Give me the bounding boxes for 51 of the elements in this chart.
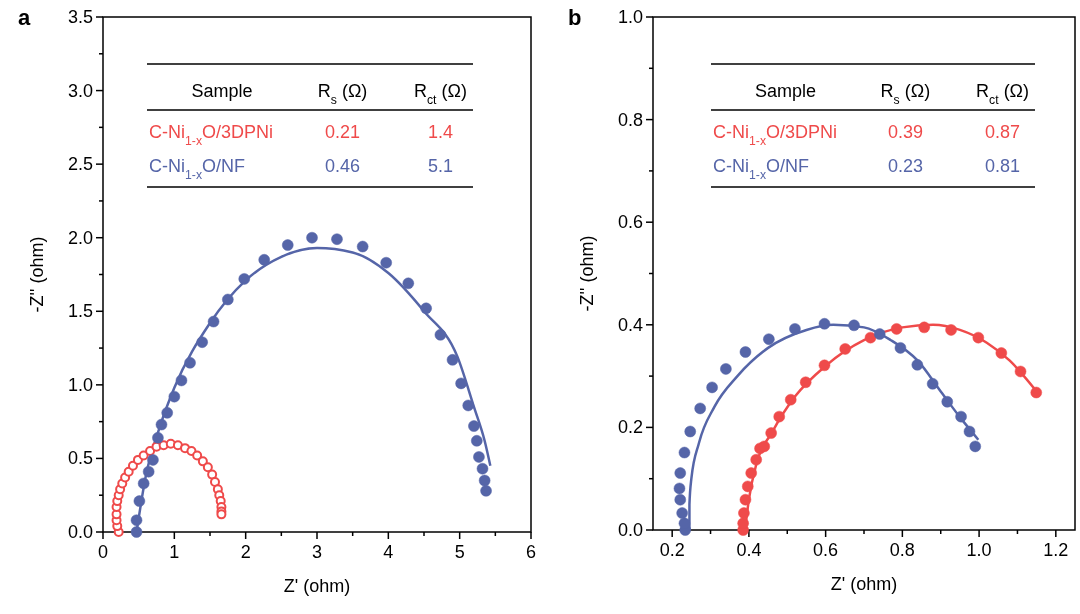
annotation: 0.81 (985, 156, 1021, 176)
y-tick-label: 0.6 (617, 212, 643, 233)
x-tick-label: 0.4 (736, 540, 762, 560)
annotation: R$_{s}$ (Ω) (317, 81, 368, 107)
y-tick-label: 0.2 (617, 417, 643, 438)
x-tick-label: 6 (525, 542, 537, 562)
chart-title: a (18, 5, 31, 30)
y-tick-label: 1.0 (617, 7, 643, 27)
annotation: Sample (191, 81, 253, 101)
y-tick-label: 0.4 (617, 314, 643, 335)
x-tick-label: 1 (169, 542, 180, 562)
x-tick-label: 1.0 (966, 540, 992, 560)
y-tick-label: 0.8 (617, 109, 643, 130)
y-tick-label: 3.5 (67, 7, 93, 27)
x-tick-label: 1.2 (1043, 540, 1069, 560)
annotation: 5.1 (427, 156, 453, 176)
y-axis-title: -Z'' (ohm) (27, 236, 47, 313)
annotation: 1.4 (427, 122, 453, 142)
y-tick-label: 0.0 (617, 520, 643, 540)
y-tick-label: 2.5 (67, 154, 93, 175)
annotation: 0.21 (325, 122, 361, 142)
y-tick-label: 0.5 (67, 448, 93, 469)
annotation: R$_{ct}$ (Ω) (413, 81, 467, 107)
y-tick-label: 0.0 (67, 522, 93, 542)
chart-title: b (568, 5, 582, 30)
y-tick-label: 2.0 (67, 227, 93, 248)
y-tick-label: 1.5 (67, 301, 93, 322)
text: C-Ni$_{1-x}$O/NF (149, 156, 245, 182)
annotation: 0.23 (887, 156, 923, 176)
text: C-Ni$_{1-x}$O/3DPNi (713, 122, 838, 148)
annotation: R$_{ct}$ (Ω) (976, 81, 1030, 107)
annotation: 0.46 (325, 156, 361, 176)
x-tick-label: 4 (383, 542, 394, 562)
text: C-Ni$_{1-x}$O/NF (713, 156, 809, 182)
annotation: R$_{s}$ (Ω) (880, 81, 931, 107)
text: C-Ni$_{1-x}$O/3DPNi (149, 122, 274, 148)
x-axis-title: Z' (ohm) (830, 574, 898, 594)
x-tick-label: 0.6 (813, 540, 839, 560)
x-tick-label: 2 (240, 542, 251, 562)
y-tick-label: 1.0 (67, 374, 93, 395)
x-tick-label: 0.2 (659, 540, 685, 560)
x-tick-label: 5 (454, 542, 465, 562)
y-tick-label: 3.0 (67, 80, 93, 101)
x-axis-title: Z' (ohm) (283, 576, 351, 596)
x-tick-label: 3 (311, 542, 323, 562)
annotation: Sample (755, 81, 817, 101)
x-tick-label: 0.8 (889, 540, 915, 560)
y-axis-title: -Z'' (ohm) (577, 235, 597, 312)
annotation: 0.87 (985, 122, 1021, 142)
x-tick-label: 0 (97, 542, 109, 562)
annotation: 0.39 (887, 122, 923, 142)
